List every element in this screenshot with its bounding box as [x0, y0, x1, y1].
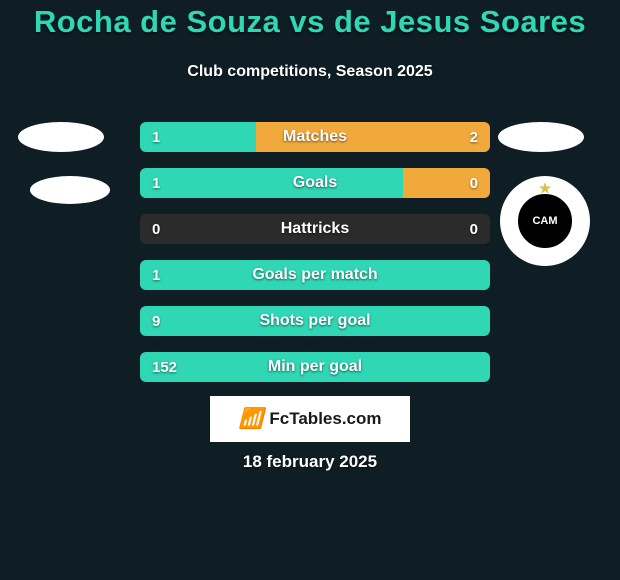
comparison-bars: Matches12Goals10Hattricks00Goals per mat… — [140, 122, 490, 398]
avatar-player-left — [18, 122, 104, 152]
stat-value-left: 1 — [152, 122, 160, 152]
date-label: 18 february 2025 — [0, 452, 620, 472]
stat-row: Matches12 — [140, 122, 490, 152]
brand-text: FcTables.com — [269, 409, 381, 429]
stat-value-right: 0 — [470, 214, 478, 244]
stat-bar-left — [140, 260, 490, 290]
club-badge-inner: ★ CAM — [516, 192, 574, 250]
stat-bar-right — [256, 122, 491, 152]
stat-value-left: 1 — [152, 260, 160, 290]
stat-value-left: 0 — [152, 214, 160, 244]
comparison-infographic: Rocha de Souza vs de Jesus Soares Club c… — [0, 0, 620, 580]
stat-row: Shots per goal9 — [140, 306, 490, 336]
subtitle: Club competitions, Season 2025 — [0, 63, 620, 81]
stat-bar-left — [140, 306, 490, 336]
stat-row: Goals per match1 — [140, 260, 490, 290]
avatar-player-right — [498, 122, 584, 152]
stat-value-left: 1 — [152, 168, 160, 198]
star-icon: ★ — [539, 180, 552, 197]
stat-value-left: 9 — [152, 306, 160, 336]
stat-row: Min per goal152 — [140, 352, 490, 382]
club-badge-text: CAM — [532, 215, 557, 227]
stat-value-right: 2 — [470, 122, 478, 152]
stat-bar-left — [140, 352, 490, 382]
stat-label: Hattricks — [140, 214, 490, 244]
club-badge-left — [30, 176, 110, 204]
stat-row: Goals10 — [140, 168, 490, 198]
brand-box: 📶 FcTables.com — [210, 396, 410, 442]
page-title: Rocha de Souza vs de Jesus Soares — [0, 0, 620, 40]
stat-bar-left — [140, 168, 403, 198]
stat-value-left: 152 — [152, 352, 177, 382]
club-badge-right: ★ CAM — [500, 176, 590, 266]
stat-value-right: 0 — [470, 168, 478, 198]
chart-icon: 📶 — [238, 409, 263, 429]
stat-row: Hattricks0 0 — [140, 214, 490, 244]
